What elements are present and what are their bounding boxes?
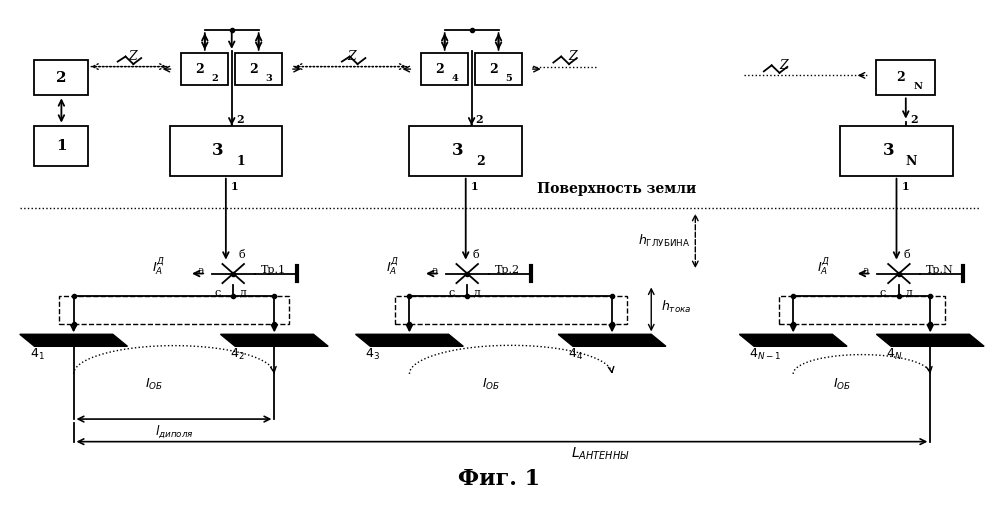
Polygon shape: [221, 334, 328, 346]
Text: 3: 3: [212, 142, 224, 159]
Text: $h_{тока}$: $h_{тока}$: [661, 300, 691, 315]
Text: а: а: [197, 266, 204, 276]
Bar: [170, 125, 282, 176]
Text: $I_A^Д$: $I_A^Д$: [817, 257, 830, 279]
Text: 2: 2: [490, 62, 498, 76]
Text: а: а: [432, 266, 438, 276]
Bar: [395, 296, 626, 324]
Text: 1: 1: [231, 181, 239, 191]
Text: д: д: [906, 288, 913, 297]
Text: $4_N$: $4_N$: [886, 347, 903, 362]
Text: с: с: [449, 288, 455, 297]
Text: $l_{диполя}$: $l_{диполя}$: [155, 423, 194, 440]
Bar: [34, 125, 88, 166]
Text: 3: 3: [453, 142, 464, 159]
Polygon shape: [356, 334, 464, 346]
Text: $I_A^Д$: $I_A^Д$: [152, 257, 165, 279]
Text: б: б: [904, 249, 910, 260]
Bar: [476, 53, 522, 86]
Text: $I_{ОБ}$: $I_{ОБ}$: [145, 376, 164, 392]
Text: $I_{ОБ}$: $I_{ОБ}$: [833, 376, 851, 392]
Text: 1: 1: [901, 181, 909, 191]
Bar: [34, 60, 88, 95]
Text: Тр.2: Тр.2: [495, 265, 519, 274]
Bar: [422, 53, 469, 86]
Text: Z: Z: [568, 50, 577, 63]
Text: Z: Z: [779, 59, 788, 72]
Text: 2: 2: [477, 155, 485, 168]
Text: 2: 2: [476, 114, 484, 125]
Text: 2: 2: [236, 114, 244, 125]
Text: $h_{\rm ГЛУБИНА}$: $h_{\rm ГЛУБИНА}$: [638, 233, 690, 249]
Text: $4_4$: $4_4$: [568, 347, 583, 362]
Text: $I_{ОБ}$: $I_{ОБ}$: [483, 376, 500, 392]
Text: 1: 1: [56, 139, 67, 153]
Text: д: д: [240, 288, 247, 297]
Bar: [876, 60, 935, 95]
Text: 2: 2: [196, 62, 204, 76]
Polygon shape: [739, 334, 847, 346]
Text: 1: 1: [236, 155, 245, 168]
Text: 1: 1: [471, 181, 479, 191]
Text: 2: 2: [56, 71, 67, 85]
Polygon shape: [876, 334, 984, 346]
Text: $4_1$: $4_1$: [30, 347, 44, 362]
Bar: [235, 53, 282, 86]
Text: д: д: [475, 288, 481, 297]
Text: 4: 4: [452, 74, 458, 82]
Bar: [840, 125, 953, 176]
Text: 3: 3: [265, 74, 272, 82]
Text: 2: 2: [896, 71, 905, 84]
Polygon shape: [20, 334, 128, 346]
Text: $I_A^Д$: $I_A^Д$: [386, 257, 399, 279]
Text: $4_3$: $4_3$: [366, 347, 381, 362]
Text: N: N: [913, 82, 922, 92]
Text: 5: 5: [504, 74, 511, 82]
Text: Тр.N: Тр.N: [926, 265, 954, 274]
Text: 2: 2: [211, 74, 218, 82]
Text: N: N: [905, 155, 917, 168]
Text: с: с: [880, 288, 886, 297]
Text: а: а: [863, 266, 869, 276]
Bar: [59, 296, 289, 324]
Text: б: б: [238, 249, 245, 260]
Text: Поверхность земли: Поверхность земли: [537, 182, 696, 196]
Text: Z: Z: [128, 50, 137, 63]
Text: $4_{N-1}$: $4_{N-1}$: [749, 347, 781, 362]
Bar: [182, 53, 229, 86]
Text: Фиг. 1: Фиг. 1: [459, 468, 540, 490]
Bar: [410, 125, 522, 176]
Text: 3: 3: [883, 142, 894, 159]
Text: б: б: [473, 249, 479, 260]
Text: с: с: [214, 288, 221, 297]
Text: $4_2$: $4_2$: [231, 347, 245, 362]
Text: Z: Z: [348, 50, 356, 63]
Text: Тр.1: Тр.1: [261, 265, 286, 274]
Text: $L_{АНТЕННЫ}$: $L_{АНТЕННЫ}$: [570, 445, 629, 462]
Text: 2: 2: [910, 114, 917, 125]
Text: 2: 2: [436, 62, 445, 76]
Polygon shape: [558, 334, 666, 346]
Text: 2: 2: [250, 62, 258, 76]
Bar: [778, 296, 945, 324]
